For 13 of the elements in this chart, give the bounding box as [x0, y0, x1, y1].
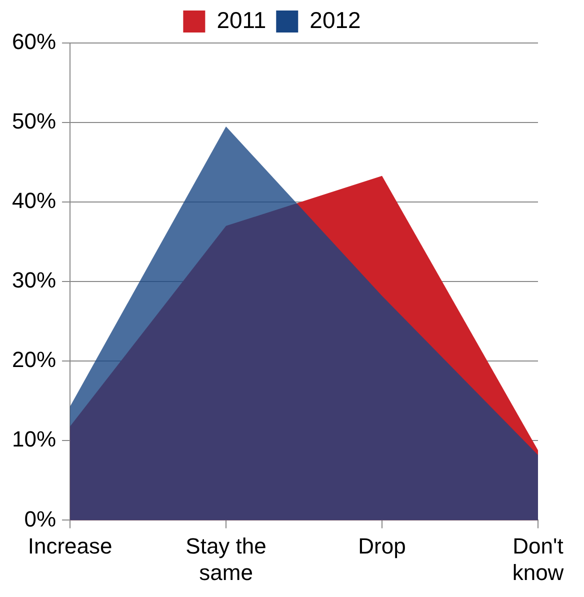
y-tick-label: 40% — [12, 188, 56, 214]
legend-label: 2012 — [310, 6, 361, 33]
legend-label: 2011 — [216, 6, 266, 33]
x-tick-label: Increase — [28, 533, 112, 558]
y-tick-label: 0% — [24, 506, 56, 532]
y-tick-label: 30% — [12, 268, 56, 293]
y-tick-label: 20% — [12, 347, 56, 372]
y-tick-label: 50% — [12, 108, 56, 134]
x-tick-label: Don't know — [512, 533, 564, 585]
y-tick-label: 60% — [12, 29, 56, 54]
x-tick-label: Drop — [358, 533, 406, 558]
y-tick-label: 10% — [12, 426, 56, 452]
x-tick-label: Stay the same — [186, 533, 266, 585]
